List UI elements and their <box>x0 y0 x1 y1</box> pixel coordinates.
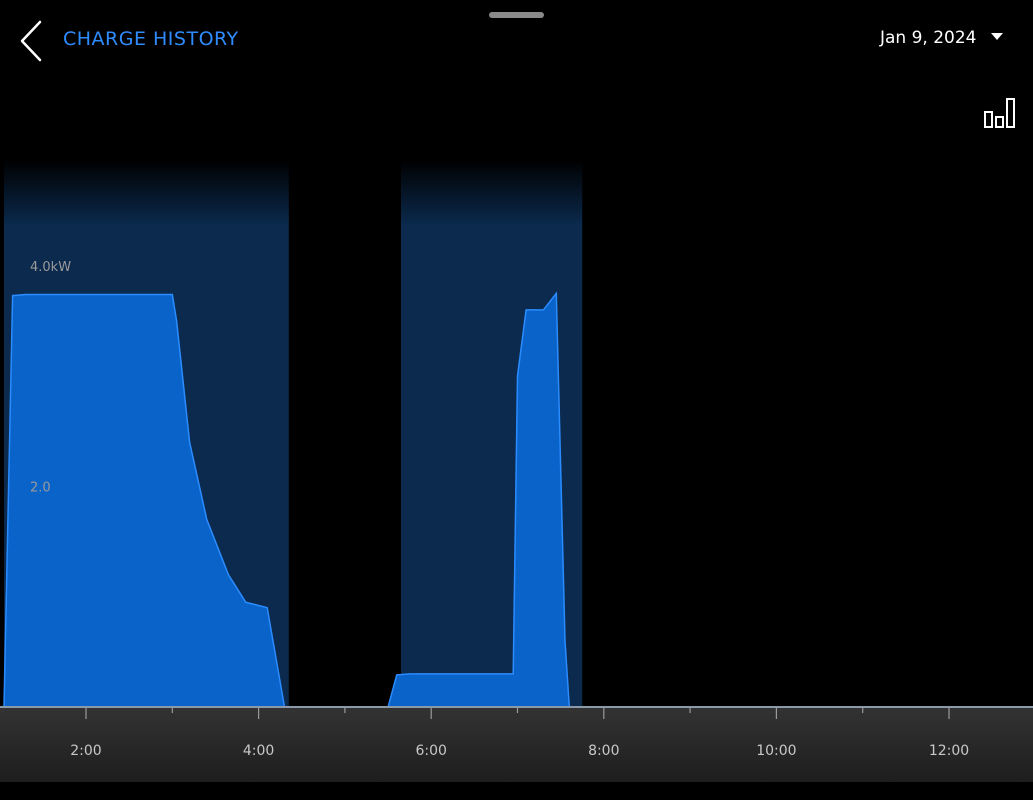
chevron-left-icon <box>20 20 42 62</box>
caret-down-icon <box>990 32 1003 40</box>
bar-chart-icon <box>984 98 1015 128</box>
page-title: CHARGE HISTORY <box>63 28 239 50</box>
x-axis-band <box>0 707 1033 782</box>
date-dropdown[interactable]: Jan 9, 2024 <box>880 28 1003 48</box>
x-tick-label: 10:00 <box>756 743 796 759</box>
bar-chart-view-button[interactable] <box>982 96 1020 130</box>
x-tick-label: 6:00 <box>415 743 446 759</box>
drag-handle[interactable] <box>489 12 544 18</box>
x-tick-label: 12:00 <box>929 743 969 759</box>
y-tick-label: 2.0 <box>30 480 51 495</box>
back-button[interactable] <box>16 18 50 64</box>
power-area-1 <box>0 293 1033 707</box>
date-label: Jan 9, 2024 <box>880 28 977 48</box>
x-tick-label: 2:00 <box>70 743 101 759</box>
x-tick-label: 4:00 <box>243 743 274 759</box>
x-tick-label: 8:00 <box>588 743 619 759</box>
y-tick-label: 4.0kW <box>30 260 71 275</box>
